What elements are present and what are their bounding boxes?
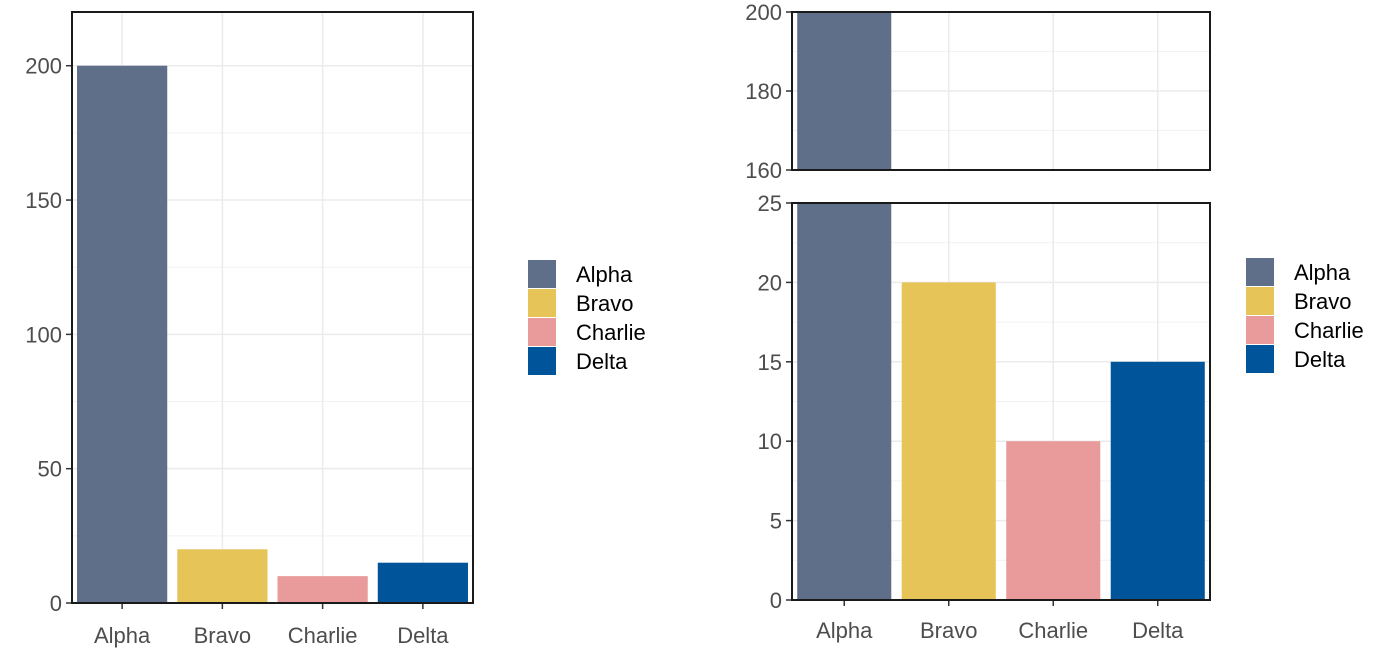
y-tick-label: 15 bbox=[758, 350, 782, 375]
legend-label-bravo: Bravo bbox=[576, 291, 633, 316]
bar-alpha bbox=[77, 65, 168, 603]
y-tick-label: 0 bbox=[50, 591, 62, 616]
legend-label-alpha: Alpha bbox=[1294, 260, 1351, 285]
y-tick-label: 10 bbox=[758, 429, 782, 454]
x-tick-label: Charlie bbox=[288, 623, 358, 648]
legend-1: Alpha Bravo Charlie Delta bbox=[528, 260, 646, 375]
panel-border bbox=[791, 11, 1211, 171]
legend-label-charlie: Charlie bbox=[576, 320, 646, 345]
legend-label-charlie: Charlie bbox=[1294, 318, 1364, 343]
y-tick-label: 5 bbox=[770, 509, 782, 534]
y-tick-label: 180 bbox=[745, 79, 782, 104]
legend-label-bravo: Bravo bbox=[1294, 289, 1351, 314]
legend-label-delta: Delta bbox=[576, 349, 628, 374]
bar-bravo bbox=[901, 282, 996, 600]
x-tick-label: Bravo bbox=[194, 623, 251, 648]
legend-label-alpha: Alpha bbox=[576, 262, 633, 287]
y-tick-label: 160 bbox=[745, 158, 782, 183]
legend-label-delta: Delta bbox=[1294, 347, 1346, 372]
legend-key-bravo bbox=[1246, 287, 1274, 315]
legend-key-alpha bbox=[1246, 258, 1274, 286]
legend-key-delta bbox=[528, 347, 556, 375]
legend-key-bravo bbox=[528, 289, 556, 317]
x-tick-label: Delta bbox=[1132, 618, 1184, 643]
y-tick-label: 25 bbox=[758, 191, 782, 216]
y-tick-label: 200 bbox=[745, 0, 782, 25]
panel-1-segment-1: 0 50 100 150 200 Alpha Bravo Charlie Delta bbox=[25, 11, 474, 648]
y-tick-label: 200 bbox=[25, 54, 62, 79]
legend-key-delta bbox=[1246, 345, 1274, 373]
panel-2-segment-2: 0 5 10 15 20 25 Alpha Bravo Charlie Delta bbox=[758, 191, 1211, 643]
y-tick-label: 20 bbox=[758, 270, 782, 295]
x-tick-label: Charlie bbox=[1018, 618, 1088, 643]
x-tick-label: Alpha bbox=[94, 623, 151, 648]
x-tick-label: Alpha bbox=[816, 618, 873, 643]
bar-delta bbox=[377, 562, 468, 603]
bar-bravo bbox=[177, 549, 268, 603]
legend-key-charlie bbox=[528, 318, 556, 346]
panel-border bbox=[71, 11, 474, 604]
panel-border bbox=[791, 202, 1211, 601]
legend-key-alpha bbox=[528, 260, 556, 288]
bar-alpha bbox=[797, 203, 892, 600]
bar-charlie bbox=[277, 576, 368, 603]
panel-2-segment-1: 160 180 200 bbox=[745, 0, 1211, 183]
bar-charlie bbox=[1006, 441, 1101, 600]
legend-2: Alpha Bravo Charlie Delta bbox=[1246, 258, 1364, 373]
bar-alpha bbox=[797, 12, 892, 170]
x-tick-label: Bravo bbox=[920, 618, 977, 643]
x-tick-label: Delta bbox=[397, 623, 449, 648]
y-tick-label: 150 bbox=[25, 188, 62, 213]
bar-delta bbox=[1110, 361, 1205, 600]
y-tick-label: 50 bbox=[38, 457, 62, 482]
y-tick-label: 0 bbox=[770, 588, 782, 613]
y-tick-label: 100 bbox=[25, 322, 62, 347]
legend-key-charlie bbox=[1246, 316, 1274, 344]
